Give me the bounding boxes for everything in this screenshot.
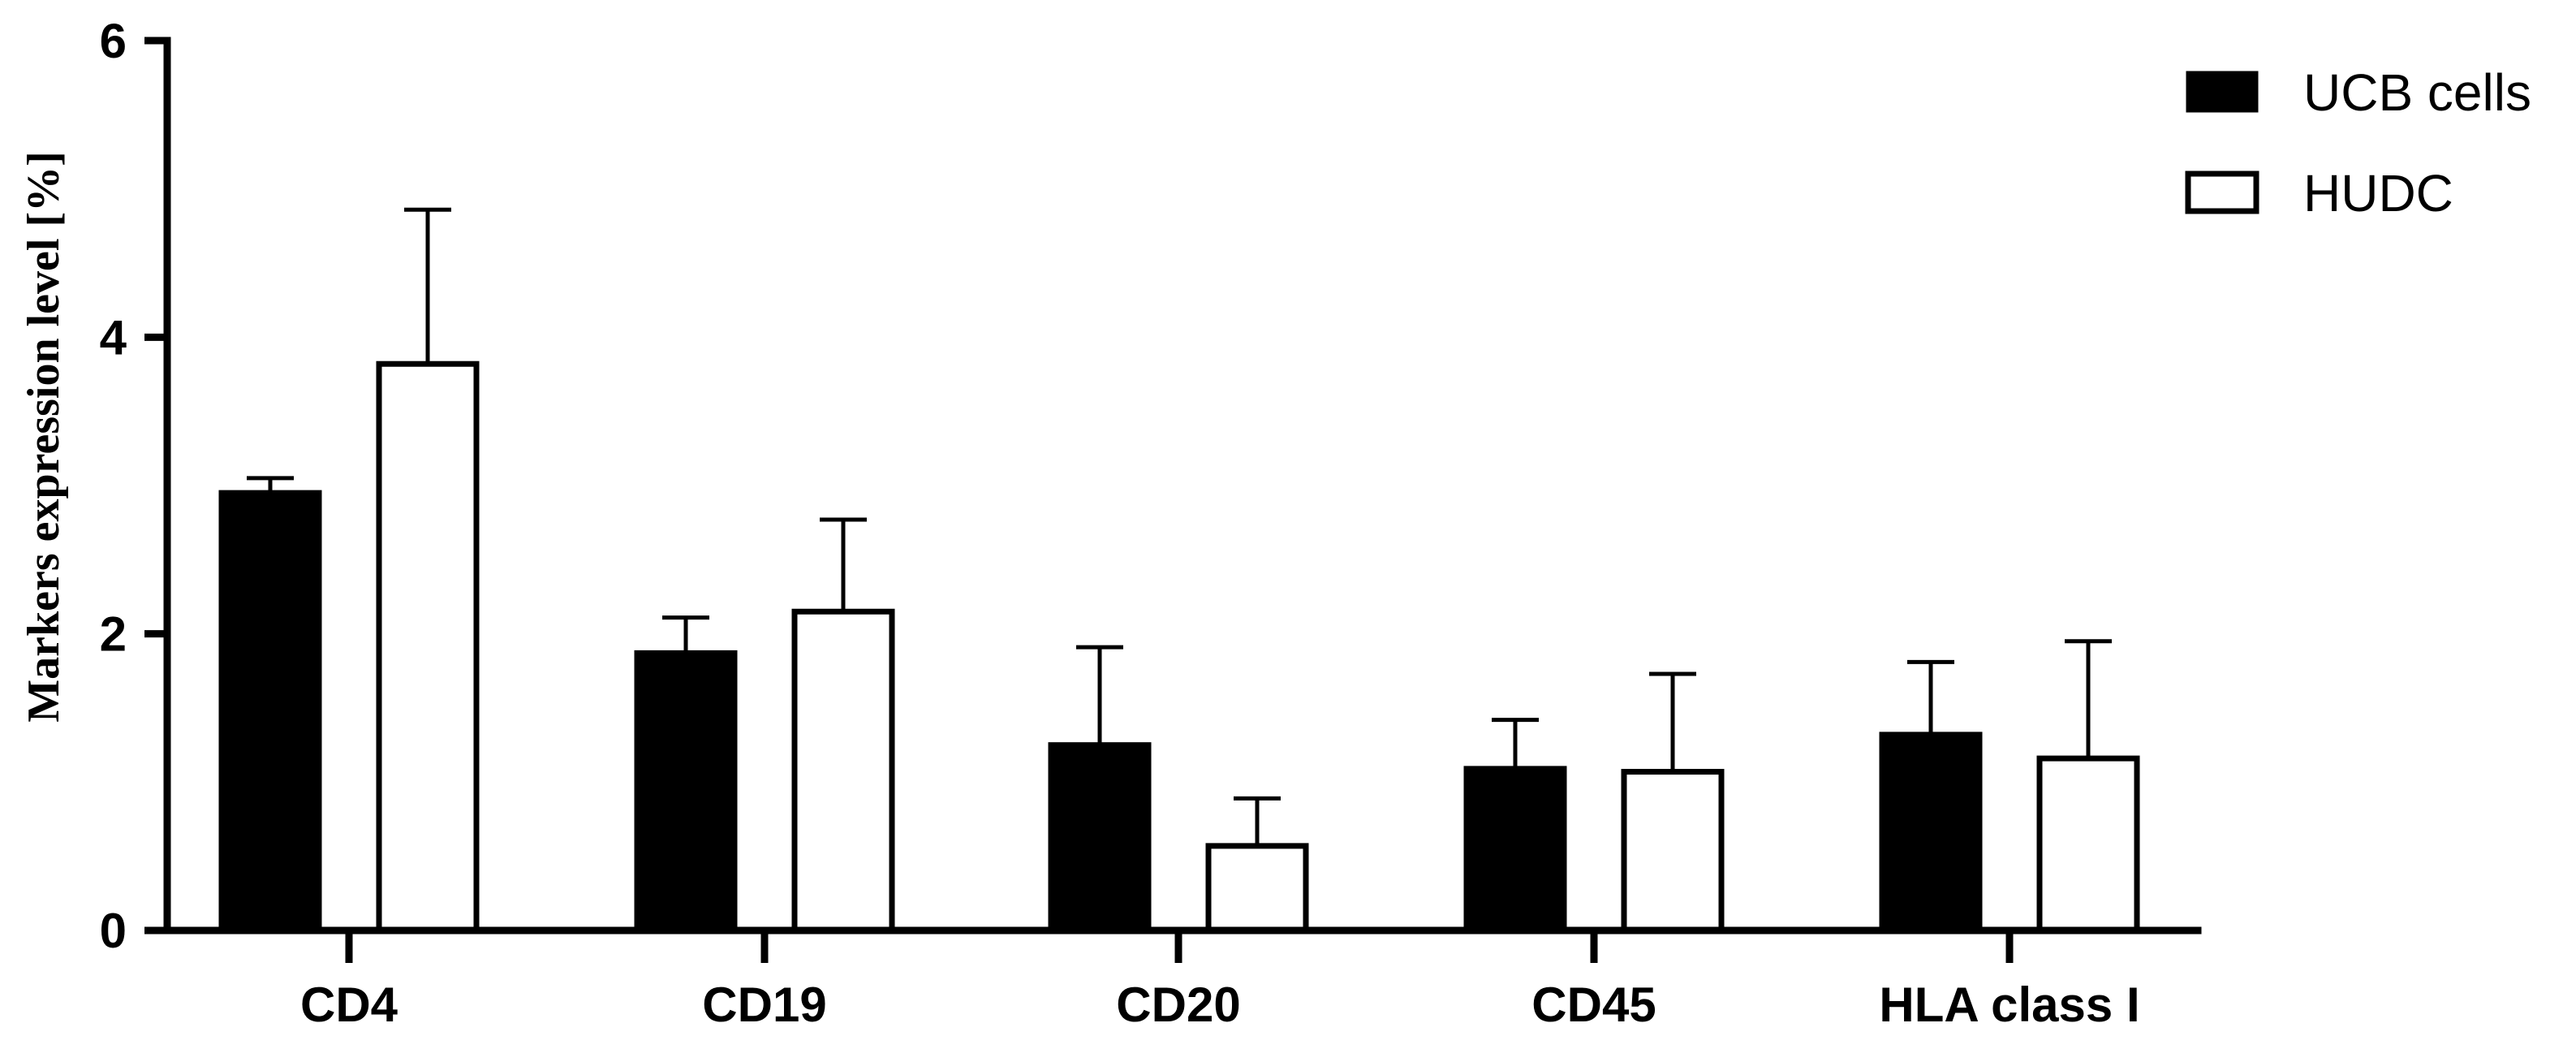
bars-layer [218,360,2140,934]
y-tick-label: 4 [100,310,127,365]
bar-ucb-cells-cd19 [634,650,738,934]
x-axis-ticks: CD4 CD19 CD20 CD45 HLA class I [300,930,2140,1032]
bar-hudc-hla-class-i [2036,755,2140,934]
legend-label-ucb-cells: UCB cells [2303,63,2531,122]
bar-hudc-cd20 [1205,843,1309,934]
x-tick-label-cd20: CD20 [1116,978,1240,1032]
legend-swatch-hudc [2185,171,2259,214]
y-axis-ticks: 0 2 4 6 [100,14,167,958]
bar-hudc-cd45 [1621,769,1725,934]
x-tick-label-cd4: CD4 [300,978,398,1032]
x-tick-label-hla-class-i: HLA class I [1879,978,2139,1032]
y-tick-label: 0 [100,904,127,958]
bar-ucb-cells-hla-class-i [1879,732,1983,934]
y-axis-label: Markers expression level [%] [19,151,69,722]
legend-swatch-ucb-cells [2186,71,2259,113]
error-bars-layer [247,207,2112,846]
bar-hudc-cd19 [791,608,895,934]
x-tick-label-cd45: CD45 [1531,978,1656,1032]
legend: UCB cells HUDC [2185,63,2531,222]
y-tick-label: 6 [100,14,127,68]
bar-hudc-cd4 [376,360,480,934]
legend-label-hudc: HUDC [2303,164,2453,222]
x-tick-label-cd19: CD19 [702,978,826,1032]
bar-ucb-cells-cd4 [218,490,322,934]
bar-ucb-cells-cd20 [1048,742,1152,934]
bar-ucb-cells-cd45 [1463,766,1567,934]
y-tick-label: 2 [100,607,127,662]
